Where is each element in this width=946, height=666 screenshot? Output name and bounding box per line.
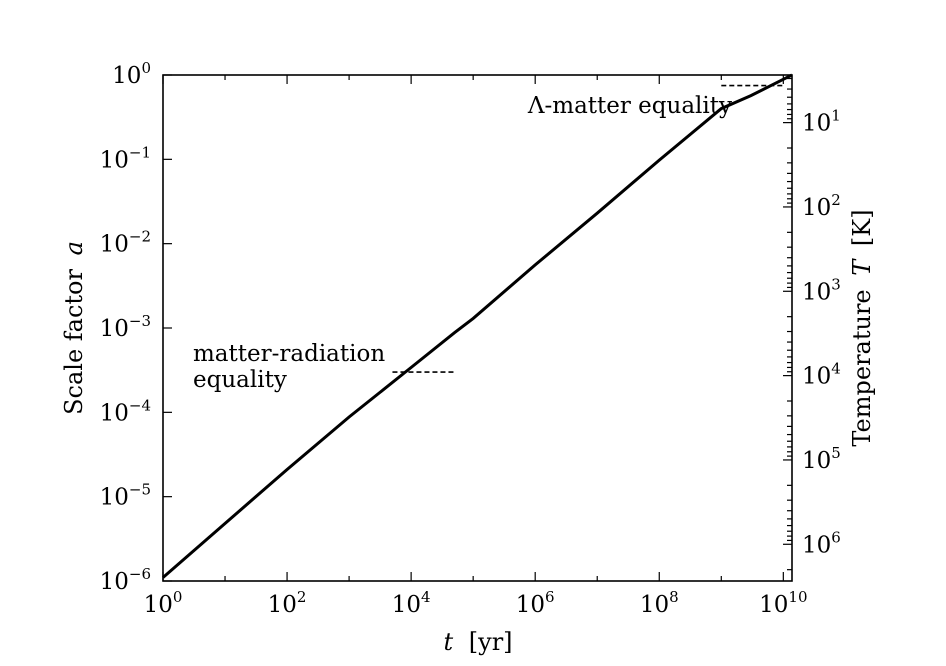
x-tick-label-2: 104	[392, 588, 431, 618]
x-tick-label-0: 100	[144, 588, 183, 618]
y-tick-label-3-exp: −3	[129, 312, 151, 330]
x-tick-label-4-exp: 8	[669, 588, 679, 606]
x-tick-label-0-exp: 0	[173, 588, 183, 606]
x-tick-label-1: 102	[268, 588, 307, 618]
y2-tick-label-4-base: 10	[802, 448, 831, 474]
y-tick-label-4-base: 10	[100, 400, 129, 426]
y-tick-label-6-base: 10	[100, 569, 129, 595]
tick-labels: 100 102 104 106 108 101010010−110−210−310−410…	[100, 59, 841, 618]
x-tick-label-1-exp: 2	[297, 588, 307, 606]
y2-tick-label-5: 106	[802, 528, 841, 558]
y2-tick-label-2-base: 10	[802, 279, 831, 305]
y-tick-label-1-base: 10	[100, 147, 129, 173]
y-tick-label-4-exp: −4	[129, 396, 151, 414]
y2-tick-label-3: 104	[802, 360, 841, 390]
x-axis-var: t	[443, 628, 453, 656]
y-tick-label-1-exp: −1	[129, 143, 151, 161]
y-axis-var: a	[60, 241, 88, 255]
y-tick-label-4: 10−4	[100, 396, 151, 426]
y-axis-text: Scale factor	[60, 269, 88, 415]
x-tick-label-2-base: 10	[392, 592, 421, 618]
y2-tick-label-1: 102	[802, 191, 841, 221]
y2-tick-label-4: 105	[802, 444, 841, 474]
x-tick-label-4-base: 10	[640, 592, 669, 618]
x-tick-label-3: 106	[516, 588, 555, 618]
y2-tick-label-2-exp: 3	[831, 275, 841, 293]
y-tick-label-5: 10−5	[100, 481, 151, 511]
plot-frame	[162, 74, 793, 582]
y2-axis-text: Temperature	[848, 289, 876, 446]
y-tick-label-3: 10−3	[100, 312, 151, 342]
y2-axis-var: T	[848, 258, 876, 276]
matter-radiation-label: matter-radiation	[193, 341, 385, 367]
y2-tick-label-5-exp: 6	[831, 528, 841, 546]
y-tick-label-2-exp: −2	[129, 228, 151, 246]
y2-axis-unit: [K]	[848, 209, 876, 246]
y2-tick-label-3-exp: 4	[831, 360, 841, 378]
x-tick-label-0-base: 10	[144, 592, 173, 618]
matter-radiation-label-line2: equality	[193, 367, 287, 393]
y-tick-label-2-base: 10	[100, 232, 129, 258]
y-tick-label-1: 10−1	[100, 143, 151, 173]
y-tick-label-3-base: 10	[100, 316, 129, 342]
y2-tick-label-0: 101	[802, 107, 841, 137]
y2-tick-label-3-base: 10	[802, 364, 831, 390]
x-tick-label-3-base: 10	[516, 592, 545, 618]
x-tick-label-4: 108	[640, 588, 679, 618]
lambda-matter-label: Λ-matter equality	[527, 93, 732, 119]
scale-factor-curve	[162, 73, 793, 579]
y2-tick-label-0-exp: 1	[831, 107, 841, 125]
y-axis-title: Scale factor a	[60, 241, 88, 415]
y2-tick-label-5-base: 10	[802, 532, 831, 558]
ticks	[162, 74, 792, 582]
x-tick-label-3-exp: 6	[545, 588, 555, 606]
y-tick-label-2: 10−2	[100, 228, 151, 258]
x-tick-label-2-exp: 4	[421, 588, 431, 606]
x-axis-title: t [yr]	[443, 628, 512, 656]
x-axis-unit: [yr]	[469, 628, 513, 656]
y-tick-label-0-base: 10	[112, 63, 141, 89]
y2-tick-label-1-exp: 2	[831, 191, 841, 209]
y2-tick-label-0-base: 10	[802, 111, 831, 137]
y-tick-label-0: 100	[112, 59, 151, 89]
x-tick-label-5-exp: 10	[788, 588, 807, 606]
y-tick-label-5-base: 10	[100, 485, 129, 511]
x-tick-label-5: 1010	[759, 588, 807, 618]
y2-tick-label-2: 103	[802, 275, 841, 305]
x-tick-label-1-base: 10	[268, 592, 297, 618]
y2-tick-label-4-exp: 5	[831, 444, 841, 462]
y2-axis-title: Temperature T [K]	[848, 209, 876, 446]
x-tick-label-5-base: 10	[759, 592, 788, 618]
y-tick-label-5-exp: −5	[129, 481, 151, 499]
y-tick-label-0-exp: 0	[141, 59, 151, 77]
y2-tick-label-1-base: 10	[802, 195, 831, 221]
y-tick-label-6-exp: −6	[129, 565, 151, 583]
y-tick-label-6: 10−6	[100, 565, 151, 595]
